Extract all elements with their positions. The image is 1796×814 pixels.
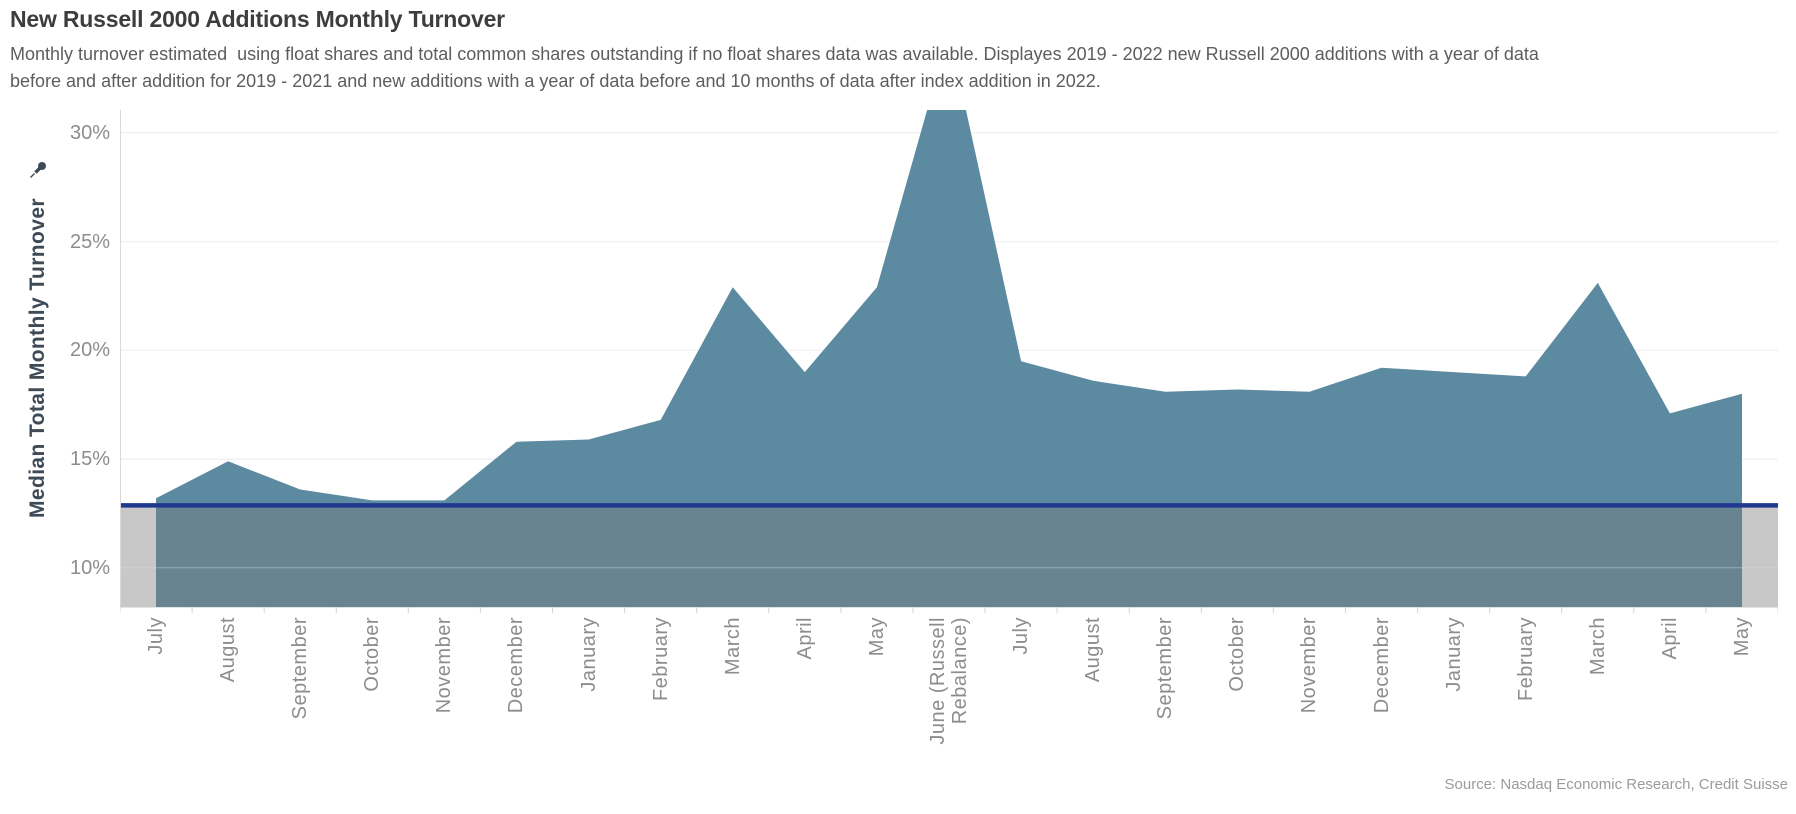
x-tick-label: November — [1298, 617, 1321, 714]
reference-band — [120, 505, 1778, 607]
x-tick-label: October — [361, 617, 384, 692]
y-tick-label: 10% — [69, 556, 110, 579]
chart-title: New Russell 2000 Additions Monthly Turno… — [10, 6, 505, 32]
subtitle-line-2: before and after addition for 2019 - 202… — [10, 71, 1101, 91]
x-tick-label: July — [1010, 617, 1033, 655]
x-tick-label: December — [1370, 617, 1393, 714]
x-tick-label: June (Russell Rebalance) — [927, 617, 971, 745]
x-tick-label: March — [721, 617, 744, 676]
x-tick-label: February — [649, 617, 672, 702]
x-tick-label: October — [1226, 617, 1249, 692]
x-tick-label: August — [1082, 617, 1105, 683]
x-tick-label: August — [217, 617, 240, 683]
x-tick-label: March — [1586, 617, 1609, 676]
x-tick-label: January — [577, 617, 600, 692]
chart-subtitle: Monthly turnover estimated using float s… — [10, 41, 1539, 95]
y-tick-label: 25% — [69, 230, 110, 253]
x-tick-label: September — [1154, 617, 1177, 720]
x-tick-label: September — [289, 617, 312, 720]
x-tick-label: May — [865, 617, 888, 657]
source-note: Source: Nasdaq Economic Research, Credit… — [1444, 776, 1789, 793]
x-tick-label: April — [793, 617, 816, 660]
y-tick-label: 20% — [69, 339, 110, 362]
x-tick-label: July — [145, 617, 168, 655]
subtitle-line-1: Monthly turnover estimated using float s… — [10, 44, 1539, 64]
plot-area[interactable] — [120, 110, 1778, 622]
x-tick-label: December — [505, 617, 528, 714]
x-tick-label: February — [1514, 617, 1537, 702]
x-tick-label: November — [433, 617, 456, 714]
area-mark[interactable] — [156, 110, 1742, 607]
y-tick-label: 30% — [69, 121, 110, 144]
x-tick-label: April — [1658, 617, 1681, 660]
axis-pin-icon[interactable] — [29, 160, 49, 180]
x-tick-label: January — [1442, 617, 1465, 692]
y-tick-label: 15% — [69, 448, 110, 471]
x-tick-label: May — [1730, 617, 1753, 657]
